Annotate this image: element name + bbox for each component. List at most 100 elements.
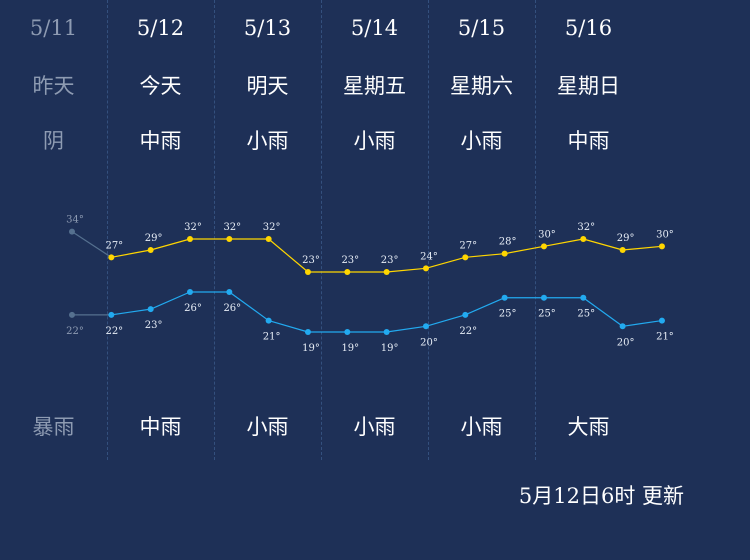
day-date: 5/12: [136, 16, 185, 40]
high-segment: [465, 253, 505, 258]
high-point: [462, 254, 469, 261]
high-segment: [111, 249, 151, 258]
update-time: 5月12日6时 更新: [518, 484, 684, 508]
high-segment: [268, 238, 309, 273]
high-point: [108, 254, 115, 261]
low-point: [619, 323, 626, 330]
high-temp-label: 29°: [617, 233, 635, 244]
high-temp-label: 34°: [66, 215, 84, 226]
low-point: [462, 311, 469, 318]
low-segment: [425, 314, 466, 327]
low-point: [226, 289, 233, 295]
temperature-chart: 34° 27° 29° 32° 32° 32° 23° 23° 23° 24° 27° 28° 30° 3…: [66, 215, 674, 354]
low-temp-label: 21°: [656, 332, 674, 343]
high-segment: [150, 238, 191, 251]
low-point: [147, 306, 154, 313]
high-point: [580, 236, 587, 242]
high-point: [619, 247, 626, 253]
high-point: [344, 269, 351, 275]
high-temp-label: 27°: [105, 240, 123, 251]
low-point: [108, 311, 115, 318]
day-label: 昨天: [32, 74, 75, 98]
low-temp-label: 21°: [263, 332, 281, 343]
high-segment: [425, 256, 466, 269]
day-column: 5/12 今天 中雨 中雨: [107, 0, 215, 460]
high-segment: [622, 245, 663, 251]
high-point: [501, 250, 508, 257]
day-label: 星期日: [557, 74, 620, 98]
high-point: [383, 269, 390, 275]
night-weather: 大雨: [567, 415, 610, 439]
low-temp-label: 20°: [617, 337, 635, 348]
low-point: [580, 294, 587, 301]
low-temp-label: 26°: [223, 303, 241, 314]
high-point: [658, 243, 665, 250]
low-temp-label: 25°: [577, 309, 595, 320]
high-temp-label: 28°: [499, 237, 517, 248]
low-point: [383, 329, 390, 335]
night-weather: 小雨: [460, 415, 503, 439]
day-date: 5/11: [29, 16, 78, 40]
low-temp-label: 20°: [420, 337, 438, 348]
high-point: [226, 236, 233, 242]
high-temp-label: 27°: [459, 240, 477, 251]
high-segment: [543, 238, 584, 247]
low-temp-label: 23°: [145, 320, 163, 331]
night-weather: 小雨: [353, 415, 396, 439]
high-temp-label: 23°: [302, 255, 320, 266]
high-temp-label: 32°: [184, 222, 202, 233]
high-temp-label: 29°: [145, 233, 163, 244]
high-point: [422, 265, 429, 272]
high-segment: [504, 245, 545, 255]
low-segment: [386, 325, 427, 333]
high-segment: [583, 238, 623, 251]
low-temp-label: 19°: [381, 343, 399, 354]
day-date: 5/14: [350, 16, 399, 40]
high-temp-label: 32°: [263, 222, 281, 233]
high-point: [304, 269, 311, 275]
low-point: [69, 311, 75, 318]
low-temp-label: 22°: [66, 326, 84, 337]
high-temp-label: 32°: [223, 222, 241, 233]
day-date: 5/15: [457, 16, 506, 40]
day-weather: 小雨: [353, 129, 396, 153]
day-column: 5/16 星期日 中雨 大雨: [535, 0, 642, 460]
high-temp-label: 30°: [538, 229, 556, 240]
high-segment: [386, 267, 427, 273]
high-point: [540, 243, 547, 250]
high-point: [69, 228, 75, 235]
low-point: [540, 294, 547, 301]
low-segment: [465, 297, 505, 316]
low-segment: [582, 297, 623, 327]
low-segment: [150, 291, 191, 310]
low-point: [501, 294, 508, 301]
day-label: 今天: [139, 74, 182, 98]
day-date: 5/16: [564, 16, 613, 40]
night-weather: 暴雨: [32, 415, 75, 439]
low-point: [422, 323, 429, 330]
low-temp-label: 19°: [341, 343, 359, 354]
day-date: 5/13: [243, 16, 292, 40]
day-weather: 小雨: [246, 129, 289, 153]
day-column: 5/14 星期五 小雨 小雨: [321, 0, 429, 460]
high-point: [186, 236, 193, 242]
low-point: [658, 317, 665, 324]
low-segment: [268, 319, 309, 333]
high-point: [147, 247, 154, 253]
low-temp-label: 19°: [302, 343, 320, 354]
high-temp-label: 24°: [420, 251, 438, 262]
day-column: 5/11 昨天阴暴雨: [0, 0, 108, 460]
night-weather: 小雨: [246, 415, 289, 439]
day-label: 星期五: [343, 74, 406, 98]
low-temp-label: 25°: [538, 309, 556, 320]
day-weather: 中雨: [139, 129, 182, 153]
day-column: 5/15 星期六 小雨 小雨: [428, 0, 536, 460]
high-segment: [71, 231, 112, 258]
high-temp-label: 23°: [341, 255, 359, 266]
day-weather: 阴: [43, 129, 64, 153]
night-weather: 中雨: [139, 415, 182, 439]
day-label: 明天: [246, 74, 289, 98]
high-temp-label: 23°: [381, 255, 399, 266]
day-column: 5/13 明天 小雨 小雨: [214, 0, 322, 460]
day-weather: 小雨: [460, 129, 503, 153]
